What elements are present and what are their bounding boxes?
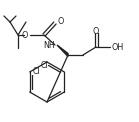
Text: Cl: Cl (33, 67, 40, 76)
Text: O: O (93, 27, 99, 36)
Text: O: O (57, 16, 63, 25)
Text: OH: OH (111, 42, 123, 51)
Text: Cl: Cl (41, 61, 49, 71)
Text: NH: NH (43, 41, 55, 50)
Polygon shape (57, 45, 68, 56)
Text: O: O (22, 30, 28, 40)
